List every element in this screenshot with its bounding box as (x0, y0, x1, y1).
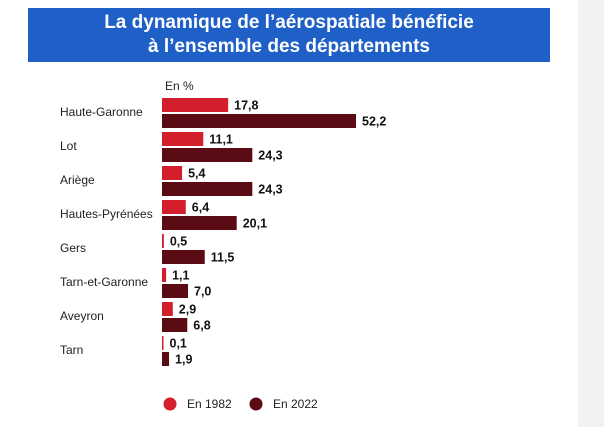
category-label: Gers (60, 241, 86, 255)
bar (162, 234, 164, 248)
value-label: 0,5 (170, 234, 187, 248)
bar (162, 182, 253, 196)
value-label: 24,3 (258, 182, 282, 196)
value-label: 11,5 (211, 250, 235, 264)
category-label: Ariège (60, 173, 95, 187)
bar (162, 200, 186, 214)
title-banner (28, 8, 550, 62)
category-label: Aveyron (60, 309, 104, 323)
value-label: 52,2 (362, 114, 386, 128)
bar (162, 284, 189, 298)
bar (162, 302, 173, 316)
value-label: 24,3 (258, 148, 282, 162)
value-label: 0,1 (170, 336, 187, 350)
bar (162, 216, 237, 230)
side-strip (578, 0, 604, 427)
legend-marker (249, 397, 263, 411)
value-label: 6,8 (193, 318, 210, 332)
category-label: Tarn-et-Garonne (60, 275, 148, 289)
bar (162, 98, 229, 112)
value-label: 2,9 (179, 302, 196, 316)
category-label: Tarn (60, 343, 83, 357)
legend-label: En 1982 (187, 397, 232, 411)
value-label: 1,1 (172, 268, 189, 282)
unit-label: En % (165, 79, 194, 93)
bar (162, 148, 253, 162)
category-label: Lot (60, 139, 77, 153)
value-label: 7,0 (194, 284, 211, 298)
chart-title: La dynamique de l’aérospatiale bénéficie (104, 12, 474, 33)
bar (162, 166, 183, 180)
bar (162, 114, 356, 128)
value-label: 11,1 (209, 132, 233, 146)
bar (162, 352, 170, 366)
category-label: Haute-Garonne (60, 105, 143, 119)
value-label: 6,4 (192, 200, 209, 214)
bar (162, 268, 167, 282)
bar (162, 336, 164, 350)
legend-marker (163, 397, 177, 411)
bar (162, 250, 205, 264)
value-label: 1,9 (175, 352, 192, 366)
value-label: 5,4 (188, 166, 205, 180)
bar (162, 132, 204, 146)
value-label: 17,8 (234, 98, 258, 112)
category-label: Hautes-Pyrénées (60, 207, 153, 221)
chart-title: à l’ensemble des départements (148, 36, 430, 57)
legend-label: En 2022 (273, 397, 318, 411)
bar (162, 318, 188, 332)
value-label: 20,1 (243, 216, 267, 230)
